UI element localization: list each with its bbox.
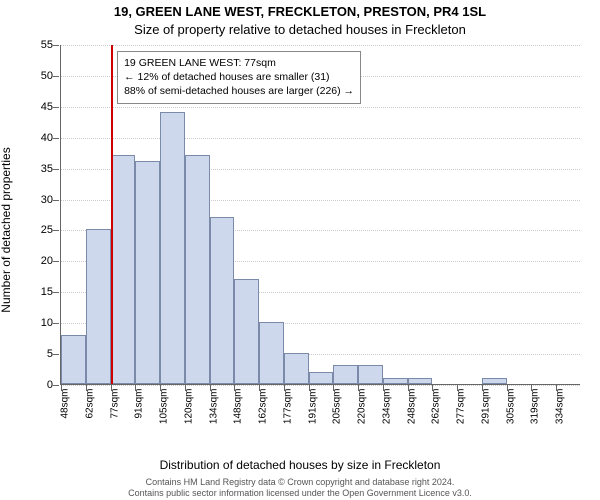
- y-tick: [53, 200, 59, 201]
- x-tick-label: 234sqm: [381, 389, 392, 425]
- y-tick-label: 50: [27, 70, 53, 82]
- title-sub: Size of property relative to detached ho…: [0, 22, 600, 37]
- y-tick: [53, 138, 59, 139]
- y-tick-label: 55: [27, 39, 53, 51]
- licence-text: Contains HM Land Registry data © Crown c…: [0, 477, 600, 500]
- x-tick-label: 105sqm: [159, 389, 170, 425]
- y-tick-label: 5: [27, 348, 53, 360]
- histogram-bar: [111, 155, 136, 384]
- y-tick: [53, 169, 59, 170]
- y-tick: [53, 76, 59, 77]
- chart-container: 19, GREEN LANE WEST, FRECKLETON, PRESTON…: [0, 0, 600, 500]
- histogram-bar: [234, 279, 259, 384]
- y-tick-label: 25: [27, 224, 53, 236]
- x-tick-label: 277sqm: [456, 389, 467, 425]
- histogram-bar: [86, 229, 111, 384]
- y-tick-label: 40: [27, 132, 53, 144]
- x-tick-label: 334sqm: [555, 389, 566, 425]
- histogram-bar: [259, 322, 284, 384]
- x-tick-label: 248sqm: [406, 389, 417, 425]
- y-tick: [53, 107, 59, 108]
- x-tick-label: 177sqm: [282, 389, 293, 425]
- y-tick: [53, 230, 59, 231]
- x-tick-label: 191sqm: [307, 389, 318, 425]
- y-tick: [53, 323, 59, 324]
- y-tick: [53, 292, 59, 293]
- y-tick: [53, 385, 59, 386]
- x-tick-label: 205sqm: [332, 389, 343, 425]
- gridline-h: [61, 107, 580, 108]
- y-tick-label: 30: [27, 194, 53, 206]
- title-main: 19, GREEN LANE WEST, FRECKLETON, PRESTON…: [0, 4, 600, 19]
- histogram-bar: [185, 155, 210, 384]
- y-tick-label: 15: [27, 286, 53, 298]
- histogram-bar: [284, 353, 309, 384]
- x-tick-label: 62sqm: [84, 389, 95, 419]
- licence-line2: Contains public sector information licen…: [128, 488, 472, 498]
- x-tick-label: 319sqm: [530, 389, 541, 425]
- gridline-h: [61, 385, 580, 386]
- gridline-h: [61, 138, 580, 139]
- histogram-bar: [333, 365, 358, 384]
- histogram-bar: [309, 372, 334, 384]
- y-tick: [53, 261, 59, 262]
- histogram-bar: [358, 365, 383, 384]
- x-tick-label: 48sqm: [60, 389, 71, 419]
- x-tick-label: 148sqm: [233, 389, 244, 425]
- x-tick-label: 134sqm: [208, 389, 219, 425]
- y-tick-label: 45: [27, 101, 53, 113]
- y-tick: [53, 354, 59, 355]
- histogram-bar: [135, 161, 160, 384]
- x-tick-label: 262sqm: [431, 389, 442, 425]
- annotation-line: 19 GREEN LANE WEST: 77sqm: [124, 56, 354, 70]
- y-tick-label: 10: [27, 317, 53, 329]
- histogram-bar: [61, 335, 86, 384]
- x-axis-label: Distribution of detached houses by size …: [0, 458, 600, 472]
- x-tick-label: 120sqm: [183, 389, 194, 425]
- annotation-line: 88% of semi-detached houses are larger (…: [124, 84, 354, 98]
- histogram-bar: [383, 378, 408, 384]
- annotation-line: ← 12% of detached houses are smaller (31…: [124, 70, 354, 84]
- y-tick: [53, 45, 59, 46]
- y-tick-label: 0: [27, 379, 53, 391]
- x-tick-label: 220sqm: [357, 389, 368, 425]
- x-tick-label: 291sqm: [480, 389, 491, 425]
- x-tick-label: 162sqm: [258, 389, 269, 425]
- histogram-plot: 051015202530354045505548sqm62sqm77sqm91s…: [60, 45, 580, 385]
- x-tick-label: 305sqm: [505, 389, 516, 425]
- histogram-bar: [408, 378, 433, 384]
- y-tick-label: 20: [27, 255, 53, 267]
- gridline-h: [61, 45, 580, 46]
- y-tick-label: 35: [27, 163, 53, 175]
- y-axis-label: Number of detached properties: [0, 147, 13, 312]
- x-tick-label: 91sqm: [134, 389, 145, 419]
- annotation-box: 19 GREEN LANE WEST: 77sqm← 12% of detach…: [117, 51, 361, 104]
- histogram-bar: [160, 112, 185, 384]
- histogram-bar: [482, 378, 507, 384]
- licence-line1: Contains HM Land Registry data © Crown c…: [146, 477, 455, 487]
- subject-marker-line: [111, 45, 113, 384]
- x-tick-label: 77sqm: [109, 389, 120, 419]
- histogram-bar: [210, 217, 235, 384]
